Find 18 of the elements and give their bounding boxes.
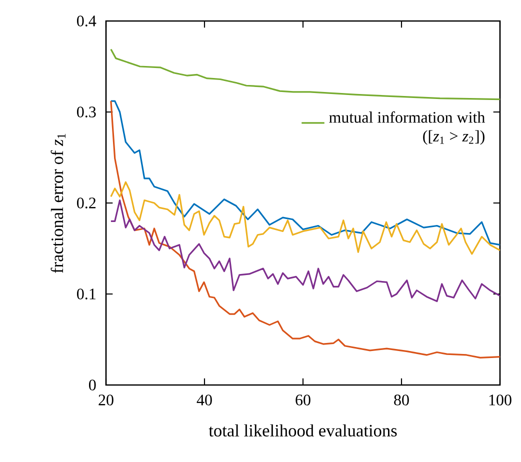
- y-tick-label: 0: [89, 380, 96, 390]
- y-tick-label: 0.4: [77, 16, 96, 26]
- line-series: [110, 181, 500, 255]
- y-tick-label: 0.3: [77, 106, 96, 118]
- line-series: [110, 100, 500, 246]
- x-tick-label: 80: [394, 394, 409, 406]
- line-series: [110, 199, 500, 302]
- line-series: [110, 48, 500, 100]
- y-axis-title: fractional error of z$_{1}$: [50, 134, 66, 273]
- line-series: [110, 100, 500, 358]
- x-tick-label: 20: [98, 394, 114, 406]
- legend-label: mutual information with ([z$_{1}$ > z$_{2}$]): [329, 111, 485, 145]
- y-tick-label: 0.2: [77, 198, 96, 208]
- x-tick-label: 100: [489, 394, 512, 406]
- y-tick-label: 0.1: [77, 288, 96, 300]
- x-tick-label: 60: [296, 394, 310, 406]
- x-axis-title: total likelihood evaluations: [208, 424, 397, 437]
- x-tick-label: 40: [196, 394, 212, 406]
